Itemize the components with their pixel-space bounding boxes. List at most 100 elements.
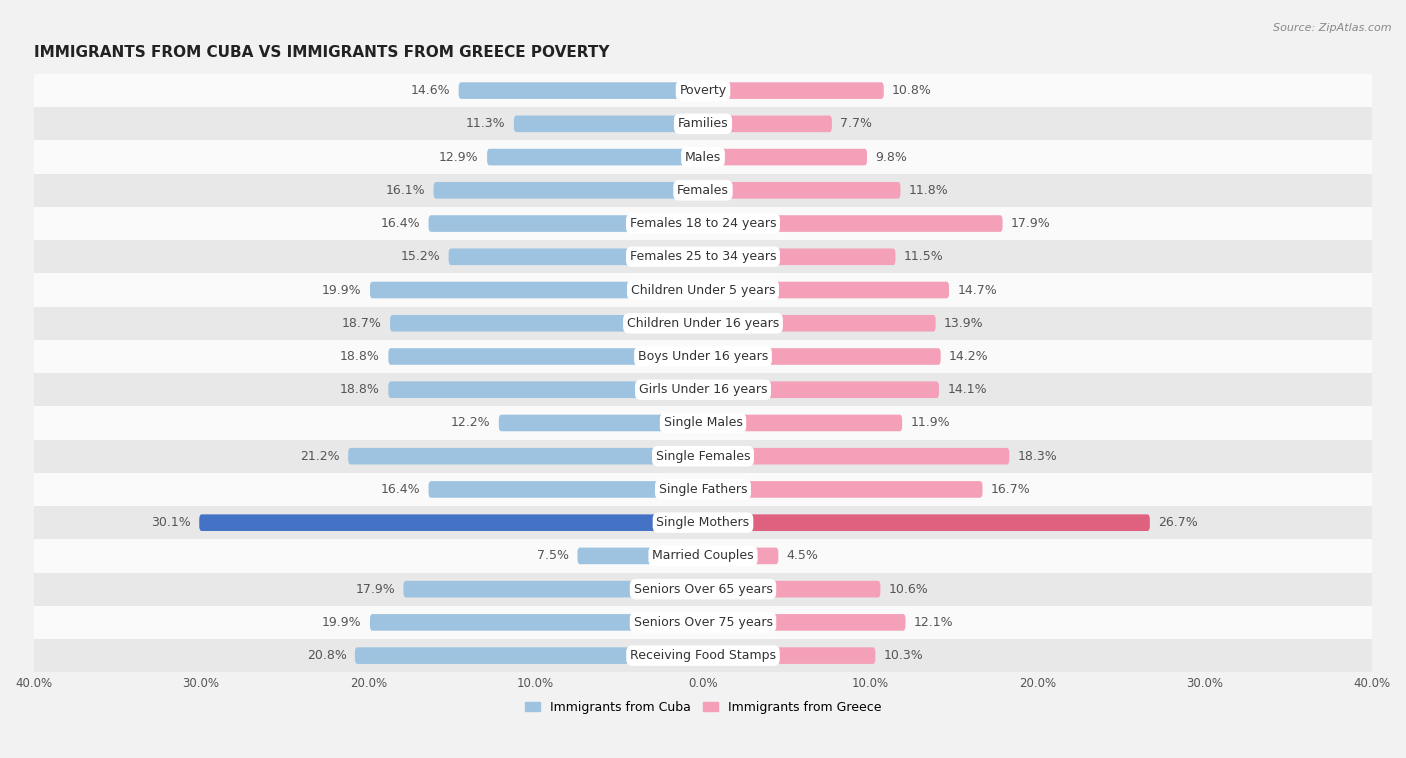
Text: Seniors Over 75 years: Seniors Over 75 years [634, 616, 772, 629]
FancyBboxPatch shape [703, 448, 1010, 465]
Bar [34, 140, 1372, 174]
Text: Children Under 5 years: Children Under 5 years [631, 283, 775, 296]
Text: 11.5%: 11.5% [904, 250, 943, 263]
Text: Males: Males [685, 151, 721, 164]
Text: 10.3%: 10.3% [884, 649, 924, 662]
Bar [34, 107, 1372, 140]
Text: Families: Families [678, 117, 728, 130]
Text: 9.8%: 9.8% [876, 151, 907, 164]
Text: 11.3%: 11.3% [465, 117, 506, 130]
FancyBboxPatch shape [433, 182, 703, 199]
Text: 12.2%: 12.2% [451, 416, 491, 430]
Text: 10.6%: 10.6% [889, 583, 928, 596]
Text: 20.8%: 20.8% [307, 649, 346, 662]
FancyBboxPatch shape [703, 182, 900, 199]
Text: 18.8%: 18.8% [340, 384, 380, 396]
Bar [34, 506, 1372, 539]
FancyBboxPatch shape [354, 647, 703, 664]
Text: 26.7%: 26.7% [1159, 516, 1198, 529]
FancyBboxPatch shape [703, 282, 949, 299]
FancyBboxPatch shape [703, 581, 880, 597]
FancyBboxPatch shape [370, 614, 703, 631]
FancyBboxPatch shape [486, 149, 703, 165]
Bar [34, 307, 1372, 340]
Text: Single Females: Single Females [655, 449, 751, 462]
FancyBboxPatch shape [370, 282, 703, 299]
Text: Females: Females [678, 183, 728, 197]
Text: 11.8%: 11.8% [908, 183, 949, 197]
Text: 7.7%: 7.7% [841, 117, 872, 130]
FancyBboxPatch shape [703, 215, 1002, 232]
Bar [34, 340, 1372, 373]
Text: 16.4%: 16.4% [381, 483, 420, 496]
FancyBboxPatch shape [349, 448, 703, 465]
Text: 7.5%: 7.5% [537, 550, 569, 562]
Text: 19.9%: 19.9% [322, 616, 361, 629]
Text: 16.1%: 16.1% [385, 183, 425, 197]
FancyBboxPatch shape [388, 381, 703, 398]
Text: 17.9%: 17.9% [356, 583, 395, 596]
Text: 12.9%: 12.9% [439, 151, 478, 164]
FancyBboxPatch shape [389, 315, 703, 331]
Text: Single Fathers: Single Fathers [659, 483, 747, 496]
Text: 11.9%: 11.9% [911, 416, 950, 430]
Text: Seniors Over 65 years: Seniors Over 65 years [634, 583, 772, 596]
Text: Females 25 to 34 years: Females 25 to 34 years [630, 250, 776, 263]
FancyBboxPatch shape [703, 315, 935, 331]
Text: Married Couples: Married Couples [652, 550, 754, 562]
Text: Source: ZipAtlas.com: Source: ZipAtlas.com [1274, 23, 1392, 33]
FancyBboxPatch shape [703, 647, 876, 664]
Text: 14.2%: 14.2% [949, 350, 988, 363]
FancyBboxPatch shape [200, 515, 703, 531]
FancyBboxPatch shape [449, 249, 703, 265]
FancyBboxPatch shape [703, 614, 905, 631]
FancyBboxPatch shape [513, 115, 703, 132]
Bar [34, 572, 1372, 606]
FancyBboxPatch shape [703, 83, 884, 99]
Text: 14.1%: 14.1% [948, 384, 987, 396]
Bar [34, 639, 1372, 672]
FancyBboxPatch shape [429, 481, 703, 498]
Text: Boys Under 16 years: Boys Under 16 years [638, 350, 768, 363]
FancyBboxPatch shape [703, 415, 903, 431]
Text: 13.9%: 13.9% [943, 317, 984, 330]
Text: 4.5%: 4.5% [787, 550, 818, 562]
Bar [34, 539, 1372, 572]
FancyBboxPatch shape [703, 249, 896, 265]
Text: 16.4%: 16.4% [381, 217, 420, 230]
FancyBboxPatch shape [703, 348, 941, 365]
Text: 18.8%: 18.8% [340, 350, 380, 363]
FancyBboxPatch shape [703, 149, 868, 165]
Text: Children Under 16 years: Children Under 16 years [627, 317, 779, 330]
FancyBboxPatch shape [458, 83, 703, 99]
Bar [34, 406, 1372, 440]
Bar [34, 274, 1372, 307]
FancyBboxPatch shape [703, 381, 939, 398]
Text: 30.1%: 30.1% [150, 516, 191, 529]
Text: 18.3%: 18.3% [1018, 449, 1057, 462]
Bar [34, 440, 1372, 473]
FancyBboxPatch shape [578, 547, 703, 564]
FancyBboxPatch shape [429, 215, 703, 232]
FancyBboxPatch shape [703, 115, 832, 132]
FancyBboxPatch shape [404, 581, 703, 597]
Bar [34, 74, 1372, 107]
Text: 18.7%: 18.7% [342, 317, 381, 330]
Text: Single Males: Single Males [664, 416, 742, 430]
Text: Single Mothers: Single Mothers [657, 516, 749, 529]
Text: 14.6%: 14.6% [411, 84, 450, 97]
Bar [34, 606, 1372, 639]
Text: Girls Under 16 years: Girls Under 16 years [638, 384, 768, 396]
Bar [34, 207, 1372, 240]
Text: Females 18 to 24 years: Females 18 to 24 years [630, 217, 776, 230]
Text: 21.2%: 21.2% [301, 449, 340, 462]
Legend: Immigrants from Cuba, Immigrants from Greece: Immigrants from Cuba, Immigrants from Gr… [524, 701, 882, 714]
Text: 16.7%: 16.7% [991, 483, 1031, 496]
Text: 10.8%: 10.8% [893, 84, 932, 97]
Bar [34, 240, 1372, 274]
FancyBboxPatch shape [499, 415, 703, 431]
Text: Poverty: Poverty [679, 84, 727, 97]
Text: 17.9%: 17.9% [1011, 217, 1050, 230]
Text: 15.2%: 15.2% [401, 250, 440, 263]
Text: Receiving Food Stamps: Receiving Food Stamps [630, 649, 776, 662]
